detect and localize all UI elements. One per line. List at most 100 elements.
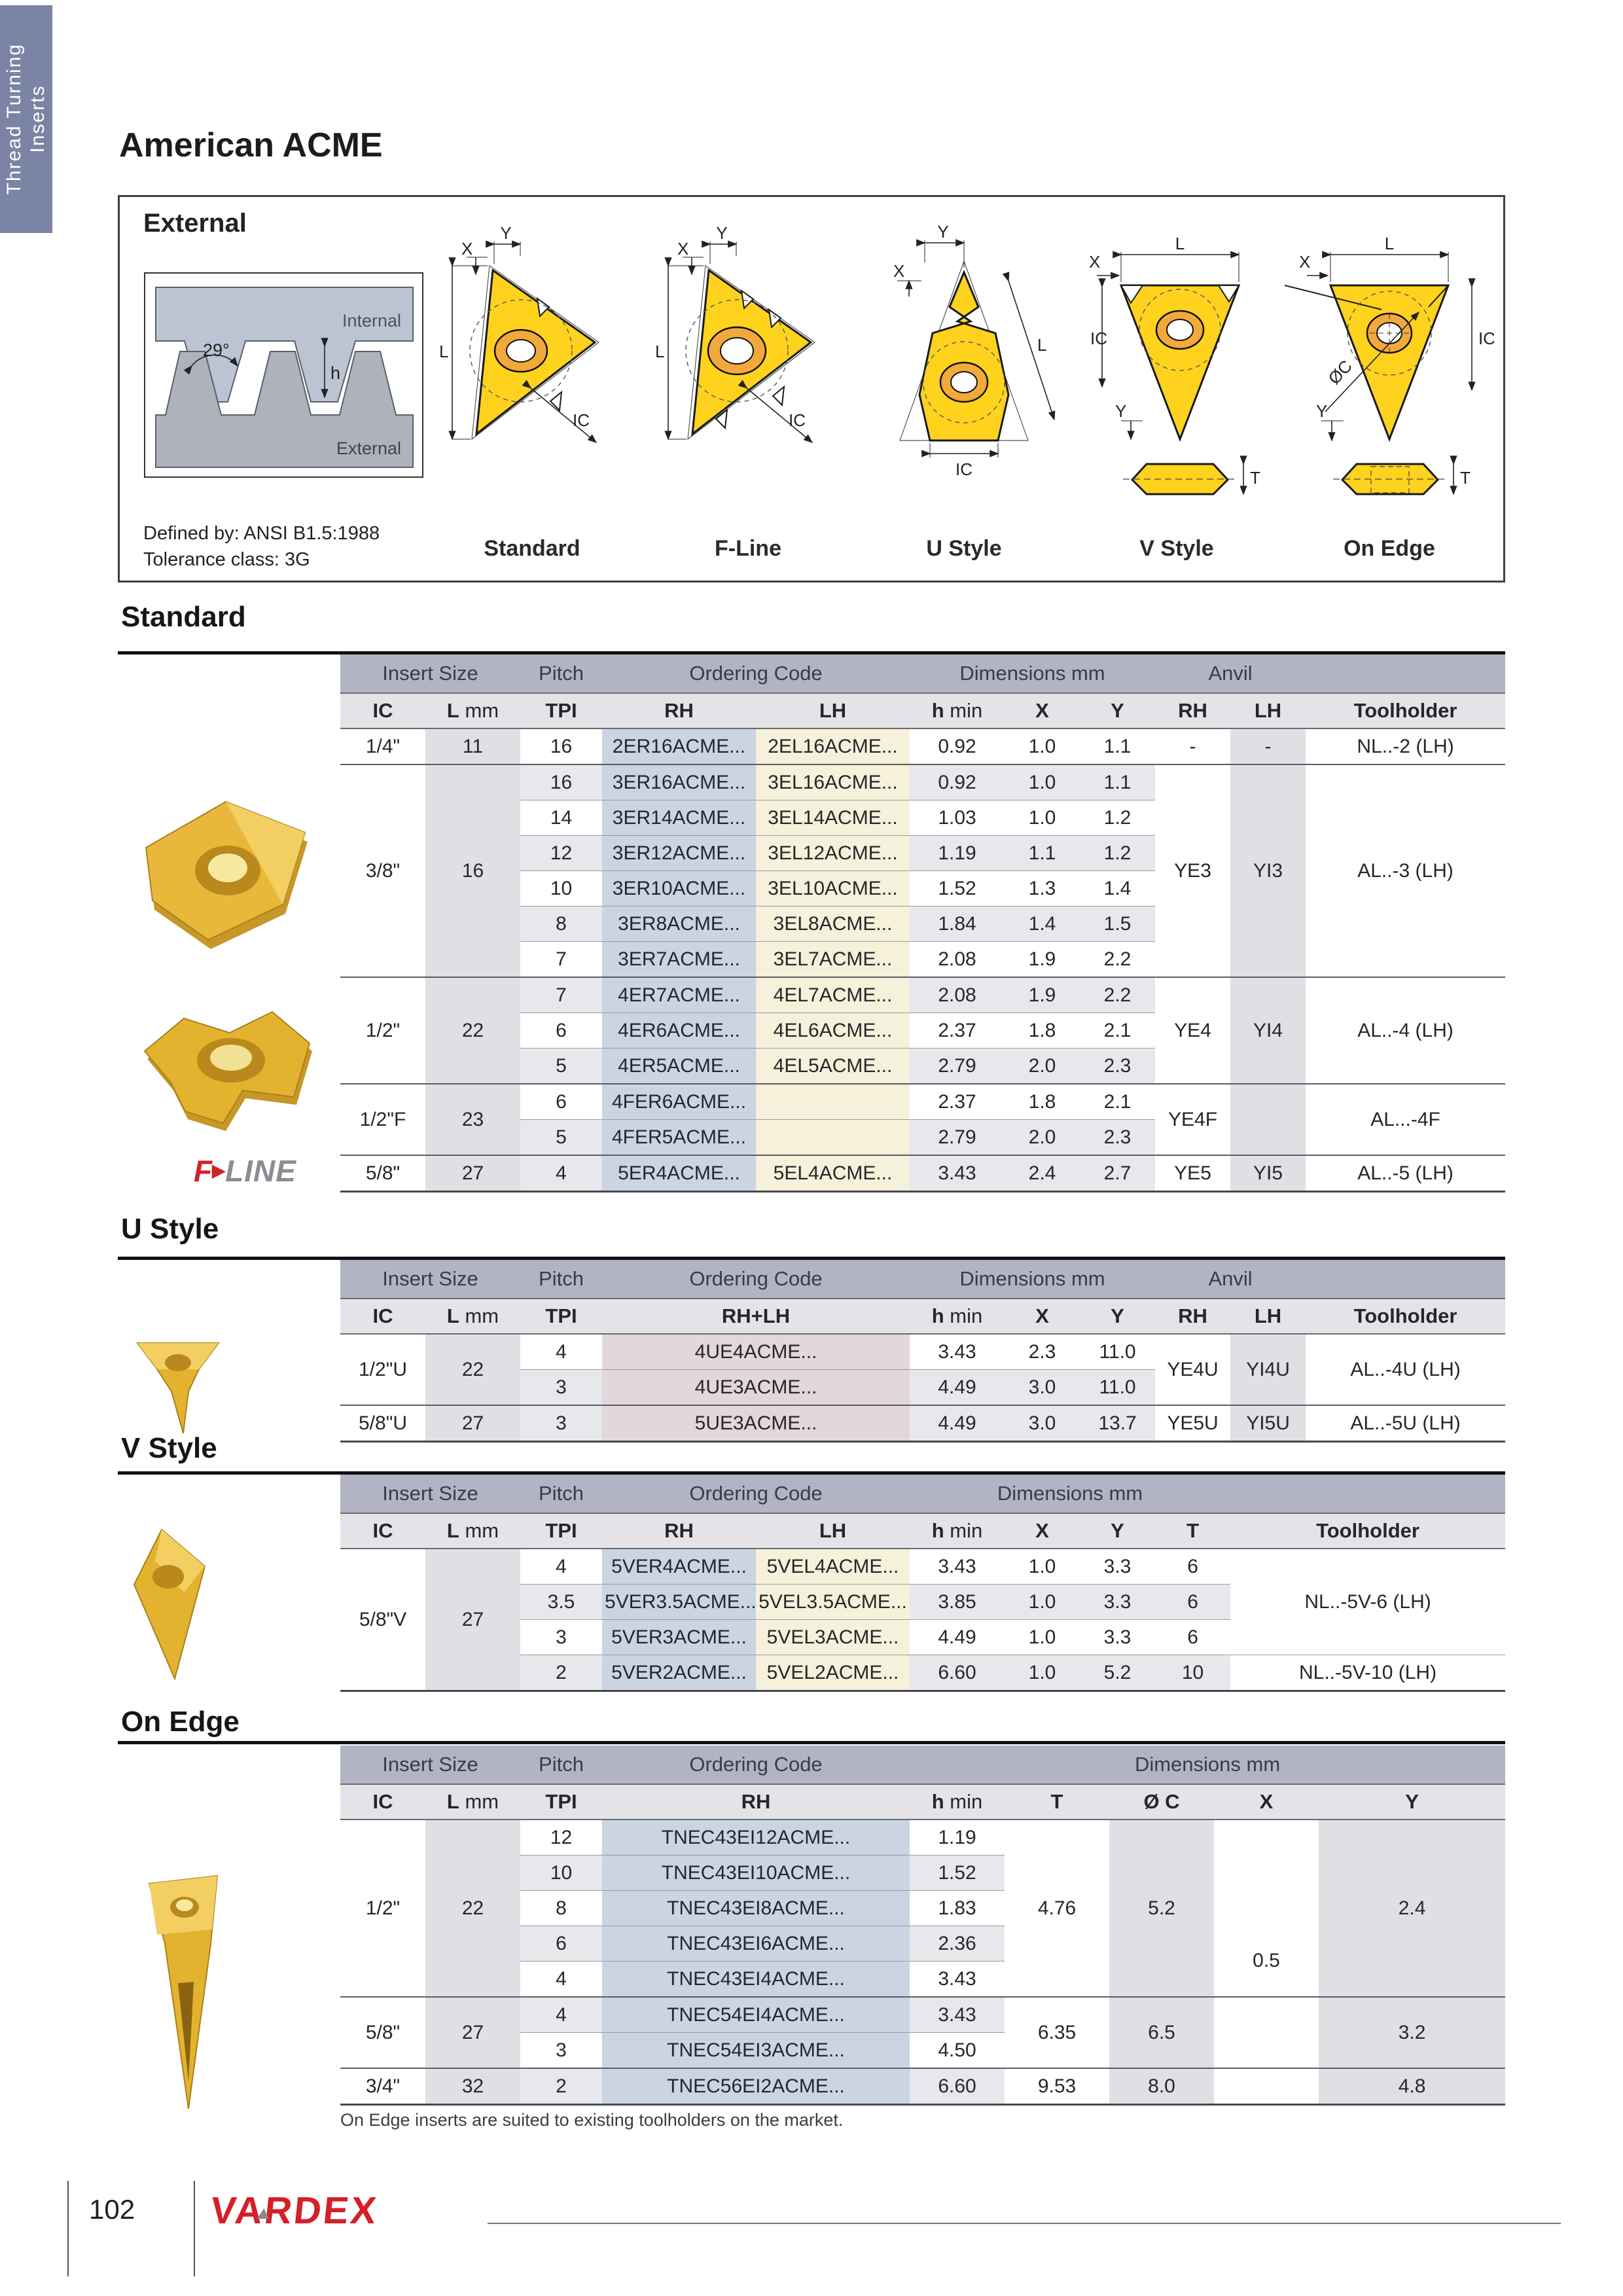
table-header-cell: Toolholder	[1230, 1513, 1506, 1549]
table-cell: YE5	[1155, 1155, 1231, 1192]
table-cell: 6	[1155, 1619, 1231, 1655]
section-title-u-style: U Style	[121, 1213, 219, 1245]
table-cell: AL...-4F	[1306, 1083, 1506, 1155]
table-header-cell: Pitch	[520, 1260, 603, 1299]
table-cell: 1.8	[1005, 1013, 1080, 1049]
table-header-cell: T	[1005, 1784, 1110, 1820]
table-header-cell	[1306, 1260, 1506, 1299]
table-cell: 3.5	[520, 1584, 603, 1620]
table-header-cell: LH	[1230, 1298, 1306, 1335]
table-cell: 27	[425, 1155, 521, 1192]
section-rule-standard	[118, 651, 1505, 655]
table-cell: 5/8"V	[340, 1549, 425, 1691]
table-header-cell: IC	[340, 692, 425, 729]
section-title-on-edge: On Edge	[121, 1706, 240, 1738]
table-cell: NL..-5V-10 (LH)	[1230, 1655, 1506, 1691]
table-cell: 6	[1155, 1584, 1231, 1620]
table-cell: 7	[520, 977, 603, 1013]
table-row: 1/2" 22 12 TNEC43EI12ACME... 1.19 4.76 5.2 2.4	[340, 1820, 1506, 1997]
table-header-cell: TPI	[520, 1513, 603, 1549]
table-row: 1/2"F 23 6 4FER6ACME... 2.37 1.8 2.1 YE4F AL...-…	[340, 1083, 1506, 1155]
table-cell: 14	[520, 800, 603, 836]
table-cell: 5/8"U	[340, 1405, 425, 1442]
table-header-cell: Toolholder	[1306, 1298, 1506, 1335]
table-cell: 4.49	[910, 1369, 1005, 1405]
table-header-cell: TPI	[520, 1298, 603, 1335]
table-header-cell: Insert Size	[340, 1746, 521, 1784]
table-cell: 8.0	[1109, 2068, 1215, 2105]
table-cell: 5VEL4ACME...	[756, 1549, 910, 1585]
table-cell: 1.3	[1005, 870, 1080, 906]
table-cell: 6	[1155, 1549, 1231, 1585]
svg-text:L: L	[1175, 234, 1185, 253]
table-cell: 1.0	[1005, 800, 1080, 836]
table-header-cell: Dimensions mm	[910, 1475, 1231, 1513]
table-cell: 6	[520, 1083, 603, 1120]
table-cell: TNEC43EI12ACME...	[602, 1820, 910, 1856]
table-cell: 1.1	[1080, 728, 1156, 764]
table-row: 12 3ER12ACME... 3EL12ACME... 1.19 1.1 1.2	[340, 835, 1505, 871]
table-cell: 3	[520, 1405, 603, 1442]
table-header-cell: LH	[756, 1513, 910, 1549]
table-row: 6 4ER6ACME... 4EL6ACME... 2.37 1.8 2.1	[340, 1013, 1505, 1049]
svg-text:IC: IC	[1090, 329, 1107, 348]
table-cell: 27	[425, 1996, 521, 2068]
table-cell: YI5	[1230, 1155, 1306, 1192]
diagram-standard: Y X L IC	[439, 223, 600, 444]
table-cell: 2.37	[910, 1083, 1005, 1120]
table-row: 5/8" 27 4 5ER4ACME... 5EL4ACME... 3.43 2.4 2.7 Y…	[340, 1155, 1506, 1192]
caption-f-line: F-Line	[715, 536, 781, 561]
table-cell: 5.2	[1109, 1820, 1215, 1997]
table-header-cell: Anvil	[1155, 1260, 1306, 1299]
v-style-table: Insert Size Pitch Ordering Code Dimensions …	[340, 1475, 1506, 1692]
table-header-cell: IC	[340, 1298, 425, 1335]
table-row: 1/2" 22 7 4ER7ACME... 4EL7ACME... 2.08 1.9 2.2 Y…	[340, 977, 1506, 1084]
table-cell: 27	[425, 1405, 521, 1442]
table-cell: 12	[520, 835, 603, 871]
table-cell: 1.03	[910, 800, 1005, 836]
table-cell: 1.19	[910, 835, 1005, 871]
table-header-cell: Y	[1080, 1298, 1156, 1335]
table-cell: 3.3	[1080, 1619, 1156, 1655]
diagram-f-line: Y X L IC	[655, 223, 816, 444]
table-row: 14 3ER14ACME... 3EL14ACME... 1.03 1.0 1.2	[340, 800, 1505, 836]
u-style-table: Insert Size Pitch Ordering Code Dimensions …	[340, 1260, 1506, 1443]
table-cell: 8	[520, 906, 603, 942]
table-cell: 1.0	[1005, 1549, 1080, 1585]
table-cell: 5	[520, 1119, 603, 1155]
table-row: 5/8" 27 4 TNEC54EI4ACME... 3.43 6.35 6.5 3.2	[340, 1996, 1506, 2068]
table-cell: 3ER16ACME...	[602, 764, 757, 800]
diagram-on-edge: L X ØC IC Y T	[1285, 234, 1494, 495]
table-cell: YE4U	[1155, 1334, 1231, 1405]
table-cell: 3EL14ACME...	[756, 800, 910, 836]
table-cell: 6.5	[1109, 1996, 1215, 2068]
table-cell: 4.8	[1319, 2068, 1506, 2105]
f-line-logo-arrow-icon: ▶	[212, 1160, 226, 1180]
table-cell: AL..-4U (LH)	[1306, 1334, 1506, 1405]
table-row: 7 3ER7ACME... 3EL7ACME... 2.08 1.9 2.2	[340, 941, 1505, 977]
f-line-logo: F▶LINE	[194, 1153, 296, 1189]
table-cell: 1.52	[910, 870, 1005, 906]
side-tab-label: Thread Turning Inserts	[3, 43, 48, 195]
table-cell: 3	[520, 1369, 603, 1405]
table-cell: NL..-2 (LH)	[1306, 728, 1506, 764]
thread-profile-diagram: Internal External 29° h	[144, 272, 423, 478]
table-row: 5/8"U 27 3 5UE3ACME... 4.49 3.0 13.7 YE5U YI5U AL…	[340, 1405, 1506, 1442]
table-header-cell: RH	[602, 1784, 910, 1820]
section-rule-u-style	[118, 1257, 1505, 1260]
table-cell: 2EL16ACME...	[756, 728, 910, 764]
tolerance-class: Tolerance class: 3G	[143, 549, 310, 570]
table-header-cell: X	[1005, 692, 1080, 729]
table-cell: 3EL16ACME...	[756, 764, 910, 800]
table-cell: AL..-3 (LH)	[1306, 764, 1506, 977]
table-cell: 2.4	[1005, 1155, 1080, 1192]
table-row: 5 4ER5ACME... 4EL5ACME... 2.79 2.0 2.3	[340, 1048, 1505, 1084]
table-header-cell: Insert Size	[340, 1260, 521, 1299]
table-row: 1/2"U 22 4 4UE4ACME... 3.43 2.3 11.0 YE4U YI4U AL…	[340, 1334, 1506, 1405]
table-cell: 5VER4ACME...	[602, 1549, 757, 1585]
table-cell: 10	[1155, 1655, 1231, 1691]
table-cell: 3.43	[910, 1996, 1005, 2033]
f-line-logo-line: LINE	[225, 1154, 296, 1188]
table-header-cell: TPI	[520, 1784, 603, 1820]
table-cell: 2.08	[910, 941, 1005, 977]
